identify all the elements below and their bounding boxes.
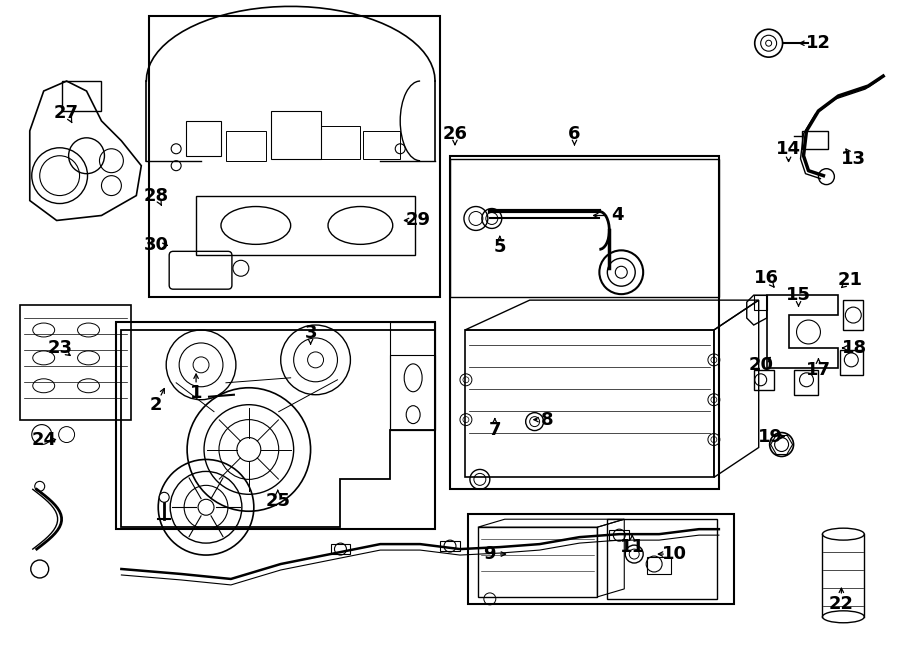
Bar xyxy=(271,111,320,159)
Text: 12: 12 xyxy=(806,34,831,52)
Bar xyxy=(450,159,719,297)
Bar xyxy=(226,131,266,161)
Bar xyxy=(609,530,629,540)
Text: 16: 16 xyxy=(754,269,779,287)
Text: 25: 25 xyxy=(266,493,290,510)
Bar xyxy=(647,557,671,574)
Text: 29: 29 xyxy=(406,211,430,230)
Bar xyxy=(149,17,440,297)
Text: 22: 22 xyxy=(829,595,854,613)
Text: 27: 27 xyxy=(54,104,79,122)
Bar xyxy=(364,131,400,159)
Text: 1: 1 xyxy=(190,384,203,402)
Text: 11: 11 xyxy=(620,538,644,556)
Text: 2: 2 xyxy=(150,396,163,414)
Text: 14: 14 xyxy=(776,140,801,158)
Text: 30: 30 xyxy=(144,236,168,254)
Text: 24: 24 xyxy=(32,430,56,449)
Bar xyxy=(440,541,460,551)
Text: 15: 15 xyxy=(786,286,811,304)
Text: 28: 28 xyxy=(144,187,169,205)
Text: 20: 20 xyxy=(748,356,773,374)
Circle shape xyxy=(159,493,169,502)
Bar xyxy=(196,195,415,256)
Bar xyxy=(802,131,828,149)
Bar xyxy=(61,81,102,111)
Bar xyxy=(450,156,719,489)
Text: 7: 7 xyxy=(489,420,501,439)
Text: 10: 10 xyxy=(662,545,687,563)
Text: 8: 8 xyxy=(541,410,554,428)
Bar xyxy=(608,519,717,599)
Bar xyxy=(330,544,350,554)
Text: 21: 21 xyxy=(838,271,863,289)
Text: 18: 18 xyxy=(842,339,867,357)
Text: 17: 17 xyxy=(806,361,831,379)
Text: 19: 19 xyxy=(758,428,783,446)
Text: 5: 5 xyxy=(493,238,506,256)
Bar xyxy=(20,305,131,420)
Text: 13: 13 xyxy=(841,150,866,167)
Text: 23: 23 xyxy=(47,339,72,357)
Text: 6: 6 xyxy=(568,125,580,143)
Text: 4: 4 xyxy=(611,207,624,224)
Bar xyxy=(468,514,734,604)
Text: 3: 3 xyxy=(304,324,317,342)
Bar xyxy=(320,126,360,159)
Text: 26: 26 xyxy=(443,125,467,143)
Bar xyxy=(391,322,435,430)
Bar xyxy=(116,322,435,529)
Text: 9: 9 xyxy=(483,545,496,563)
Bar xyxy=(843,300,863,330)
Bar xyxy=(186,121,221,156)
